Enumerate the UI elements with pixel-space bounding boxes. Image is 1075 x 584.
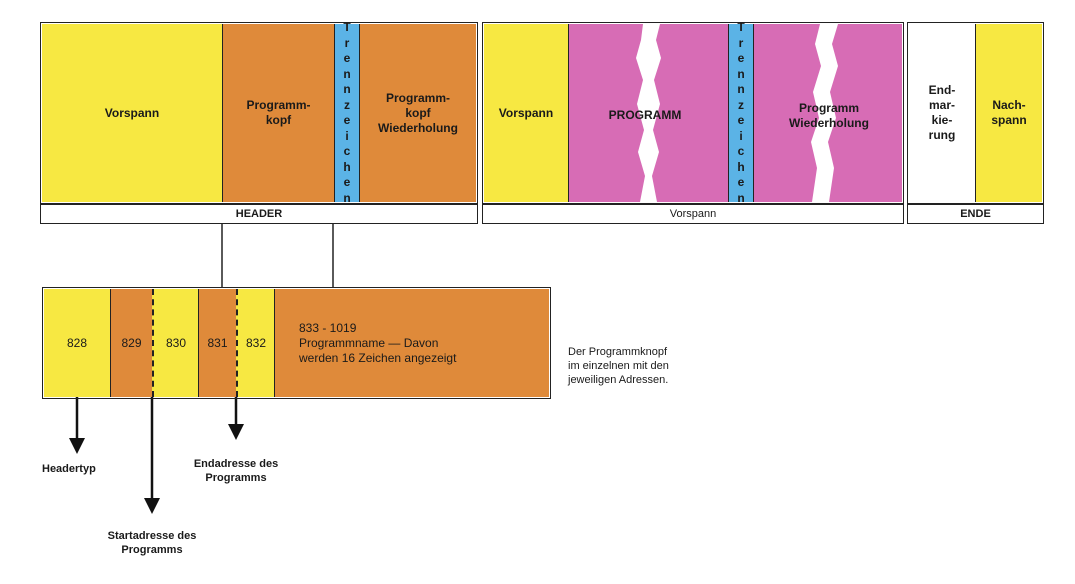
programm-wiederholung-label: Programm Wiederholung — [789, 101, 869, 130]
endadresse-label: Endadresse des Programms — [193, 458, 279, 484]
torn-gap-2 — [811, 24, 838, 202]
headertyp-label: Headertyp — [42, 463, 96, 475]
detail-caption: Der Programmknopf im einzelnen mit den j… — [568, 346, 669, 386]
programm-label: PROGRAMM — [608, 107, 682, 122]
programmkopf-wiederholung-block: Programm- kopf Wiederholung — [360, 24, 476, 202]
arrow-endadresse-head — [228, 424, 244, 440]
program-bar: Vorspann — [482, 204, 904, 224]
header-frame — [40, 22, 478, 204]
endmarkierung-block: End- mar- kie- rung — [909, 24, 975, 202]
cell-831: 831 — [198, 289, 236, 397]
end-frame — [907, 22, 1044, 204]
programmkopf-block: Programm- kopf — [222, 24, 334, 202]
startadresse-label: Startadresse des Programms — [107, 530, 197, 556]
programmname-cell: 833 - 1019 Programmname — Davon werden 1… — [274, 289, 549, 397]
cell-829: 829 — [110, 289, 152, 397]
cell-830: 830 — [152, 289, 198, 397]
arrow-headertyp-head — [69, 438, 85, 454]
nachspann-block: Nach- spann — [975, 24, 1042, 202]
header-bar: HEADER — [40, 204, 478, 224]
program-vorspann-block: Vorspann — [484, 24, 568, 202]
end-bar: ENDE — [907, 204, 1044, 224]
arrow-startadresse-head — [144, 498, 160, 514]
torn-gap-1 — [636, 24, 661, 202]
program-frame — [482, 22, 904, 204]
detail-frame — [42, 287, 551, 399]
header-vorspann-block: Vorspann — [42, 24, 222, 202]
cell-832: 832 — [236, 289, 274, 397]
cell-828: 828 — [44, 289, 110, 397]
